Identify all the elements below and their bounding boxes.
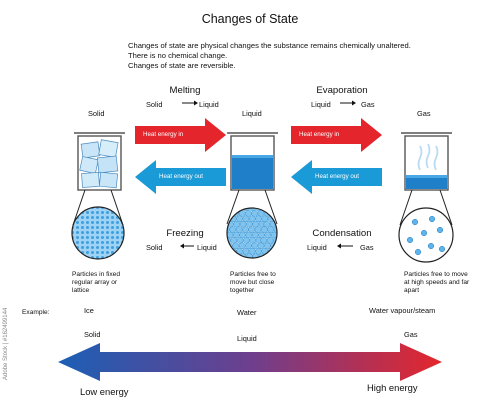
scale-solid: Solid [84,330,101,339]
state-label-liquid: Liquid [242,109,262,118]
caption-gas: Particles free to move at high speeds an… [404,271,470,295]
process-melting: Melting [169,85,201,96]
intro-text: Changes of state are physical changes th… [128,41,468,72]
scale-liquid: Liquid [237,334,257,343]
heat-in-arrow-right [291,118,382,152]
side-stock-text: Adobe Stock | #162499144 [3,307,9,380]
heat-out-arrow-left [135,160,226,194]
page-title: Changes of State [201,12,299,26]
low-energy-label: Low energy [80,386,129,397]
melting-from: Solid [146,100,163,109]
evaporation-to: Gas [361,100,375,109]
beaker-gas-icon [401,132,452,191]
arrow-condensation-icon [337,243,353,249]
particles-gas-icon [398,207,454,263]
scale-gas: Gas [404,330,418,339]
particles-liquid-icon [227,208,277,258]
process-evaporation: Evaporation [316,85,368,96]
example-water: Water [237,308,257,317]
energy-scale-arrow [58,343,442,381]
heat-in-arrow-left [135,118,226,152]
condensation-to: Gas [360,243,374,252]
arrow-melting-icon [182,100,198,106]
heat-in-label-2: Heat energy in [299,131,340,138]
freezing-from: Solid [146,243,163,252]
particles-solid-icon [71,206,125,260]
condensation-from: Liquid [307,243,327,252]
arrow-evaporation-icon [340,100,356,106]
example-steam: Water vapour/steam [369,306,436,315]
beaker-liquid-icon [227,132,278,191]
melting-to: Liquid [199,100,219,109]
evaporation-from: Liquid [311,100,331,109]
example-label: Example: [22,309,50,316]
example-ice: Ice [84,306,94,315]
heat-out-label-2: Heat energy out [315,173,360,180]
beaker-solid-icon [74,132,125,191]
heat-in-label-1: Heat energy in [143,131,184,138]
intro-line-1: Changes of state are physical changes th… [128,41,411,50]
heat-out-arrow-right [291,160,382,194]
caption-liquid: Particles free to move but close togethe… [230,271,276,295]
process-freezing: Freezing [166,228,204,239]
intro-line-3: Changes of state are reversible. [128,61,236,71]
caption-solid: Particles in fixed regular array or latt… [72,271,121,295]
freezing-to: Liquid [197,243,217,252]
state-label-solid: Solid [88,109,105,118]
process-condensation: Condensation [312,228,372,239]
heat-out-label-1: Heat energy out [159,173,204,180]
high-energy-label: High energy [367,382,418,393]
intro-line-2: There is no chemical change. [128,51,228,61]
state-label-gas: Gas [417,109,431,118]
arrow-freezing-icon [180,243,194,249]
